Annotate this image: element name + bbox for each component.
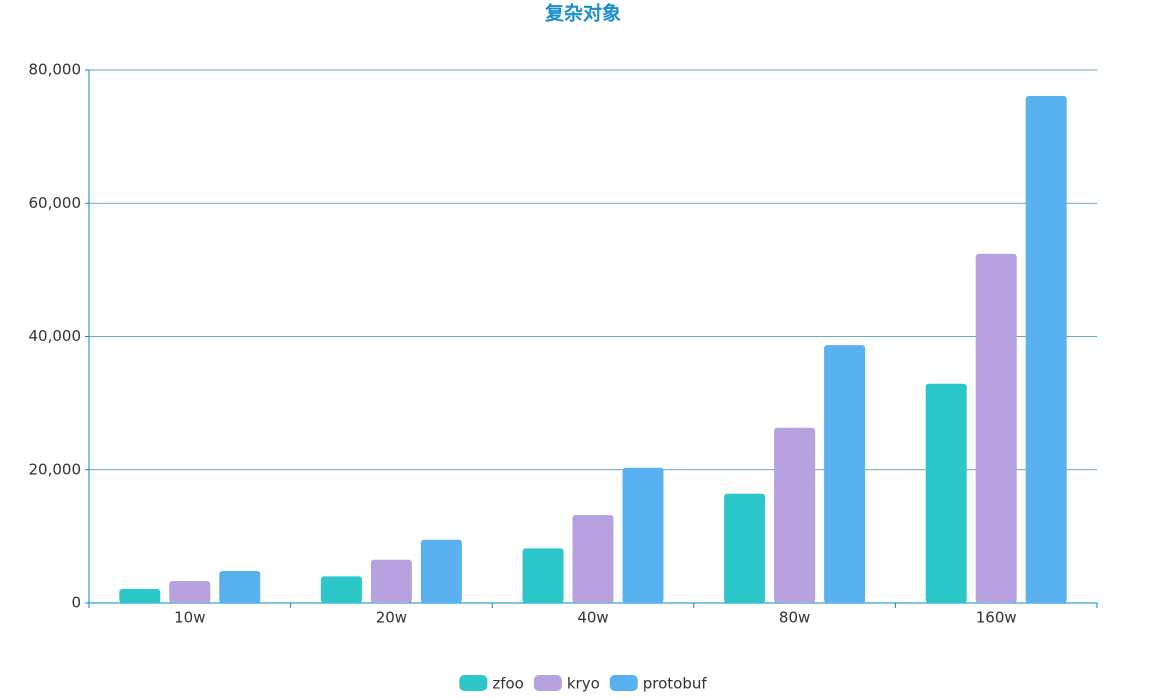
legend-label: kryo	[567, 675, 600, 693]
legend-swatch	[459, 675, 488, 691]
bar	[219, 571, 261, 603]
bar	[572, 515, 614, 603]
y-tick-label: 0	[71, 594, 81, 612]
chart-title: 复杂对象	[544, 2, 621, 25]
bar	[724, 493, 766, 603]
legend-swatch	[533, 675, 562, 691]
bar	[119, 589, 161, 603]
bar	[975, 253, 1017, 603]
legend-label: protobuf	[643, 675, 708, 693]
y-tick-label: 20,000	[29, 460, 82, 478]
x-tick-label: 10w	[174, 609, 205, 627]
legend-label: zfoo	[492, 675, 524, 693]
x-tick-label: 20w	[376, 609, 407, 627]
bar	[420, 539, 462, 603]
bar	[320, 576, 362, 603]
bar	[1025, 95, 1067, 603]
x-tick-label: 160w	[976, 609, 1017, 627]
bar	[522, 548, 564, 603]
y-tick-label: 80,000	[29, 61, 82, 79]
bar	[824, 345, 866, 603]
legend-swatch	[609, 675, 638, 691]
x-tick-label: 40w	[577, 609, 608, 627]
bar	[169, 581, 211, 603]
bar	[622, 467, 664, 603]
y-tick-label: 40,000	[29, 327, 82, 345]
x-tick-label: 80w	[779, 609, 810, 627]
bar	[370, 559, 412, 603]
bar	[925, 383, 967, 603]
y-tick-label: 60,000	[29, 194, 82, 212]
bar	[774, 427, 816, 603]
